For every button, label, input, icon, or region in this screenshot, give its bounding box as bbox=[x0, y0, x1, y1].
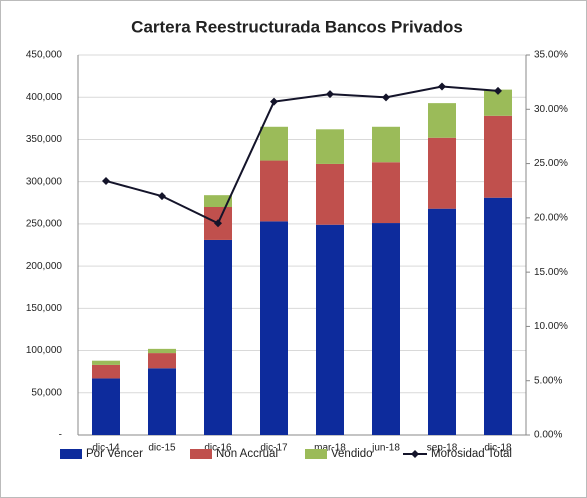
bar bbox=[92, 364, 120, 379]
bar bbox=[148, 368, 176, 435]
x-tick-label: mar-18 bbox=[314, 443, 346, 454]
legend-marker bbox=[411, 450, 419, 458]
x-tick-label: dic-16 bbox=[204, 443, 232, 454]
bar bbox=[148, 353, 176, 369]
legend-swatch bbox=[305, 449, 327, 459]
y-tick-label: 300,000 bbox=[26, 176, 63, 187]
y2-tick-label: 10.00% bbox=[534, 321, 568, 332]
x-tick-label: dic-17 bbox=[260, 443, 288, 454]
bar bbox=[260, 126, 288, 161]
legend-label: Vendido bbox=[331, 448, 373, 460]
chart-title: Cartera Reestructurada Bancos Privados bbox=[131, 17, 463, 36]
y2-tick-label: 25.00% bbox=[534, 158, 568, 169]
y2-tick-label: 30.00% bbox=[534, 104, 568, 115]
legend-swatch bbox=[60, 449, 82, 459]
y-tick-label: 450,000 bbox=[26, 50, 63, 61]
bar bbox=[484, 197, 512, 435]
bar bbox=[204, 195, 232, 207]
bar bbox=[372, 126, 400, 163]
y2-tick-label: 20.00% bbox=[534, 212, 568, 223]
x-tick-label: dic-18 bbox=[484, 443, 512, 454]
bar bbox=[148, 348, 176, 354]
bar bbox=[316, 163, 344, 225]
bar bbox=[260, 160, 288, 222]
legend-label: Morosidad Total bbox=[431, 448, 512, 460]
legend-label: Non Accrual bbox=[216, 448, 278, 460]
y-tick-label: 200,000 bbox=[26, 261, 63, 272]
bar bbox=[92, 360, 120, 365]
y-tick-label: 350,000 bbox=[26, 134, 63, 145]
bar bbox=[428, 103, 456, 138]
bar bbox=[428, 137, 456, 209]
line-marker bbox=[494, 86, 502, 95]
y-tick-label: 100,000 bbox=[26, 345, 63, 356]
y2-tick-label: 5.00% bbox=[534, 375, 562, 386]
x-tick-label: sep-18 bbox=[427, 443, 458, 454]
x-tick-label: dic-15 bbox=[148, 443, 176, 454]
line bbox=[105, 85, 499, 225]
y2-tick-label: 35.00% bbox=[534, 50, 568, 61]
y-tick-label: 250,000 bbox=[26, 219, 63, 230]
bar bbox=[204, 239, 232, 435]
x-tick-label: dic-14 bbox=[92, 443, 120, 454]
y-tick-label: 50,000 bbox=[31, 387, 62, 398]
bar bbox=[92, 378, 120, 435]
line-marker bbox=[102, 176, 110, 185]
y2-tick-label: 15.00% bbox=[534, 267, 568, 278]
legend-swatch bbox=[190, 449, 212, 459]
bar bbox=[372, 223, 400, 435]
x-tick-label: jun-18 bbox=[371, 443, 400, 454]
bar bbox=[316, 224, 344, 435]
y-tick-label: 400,000 bbox=[26, 92, 63, 103]
bar bbox=[428, 208, 456, 435]
legend-label: Por Vencer bbox=[86, 448, 143, 460]
line-marker bbox=[214, 219, 222, 228]
line-marker bbox=[326, 90, 334, 99]
bar bbox=[260, 221, 288, 435]
y2-tick-label: 0.00% bbox=[534, 430, 562, 441]
line-marker bbox=[438, 82, 446, 91]
bar bbox=[316, 129, 344, 164]
line-marker bbox=[382, 93, 390, 102]
line-marker bbox=[158, 192, 166, 201]
bar bbox=[484, 115, 512, 198]
bar bbox=[372, 162, 400, 224]
y-tick-label: - bbox=[59, 430, 62, 441]
y-tick-label: 150,000 bbox=[26, 303, 63, 314]
line-marker bbox=[270, 97, 278, 106]
